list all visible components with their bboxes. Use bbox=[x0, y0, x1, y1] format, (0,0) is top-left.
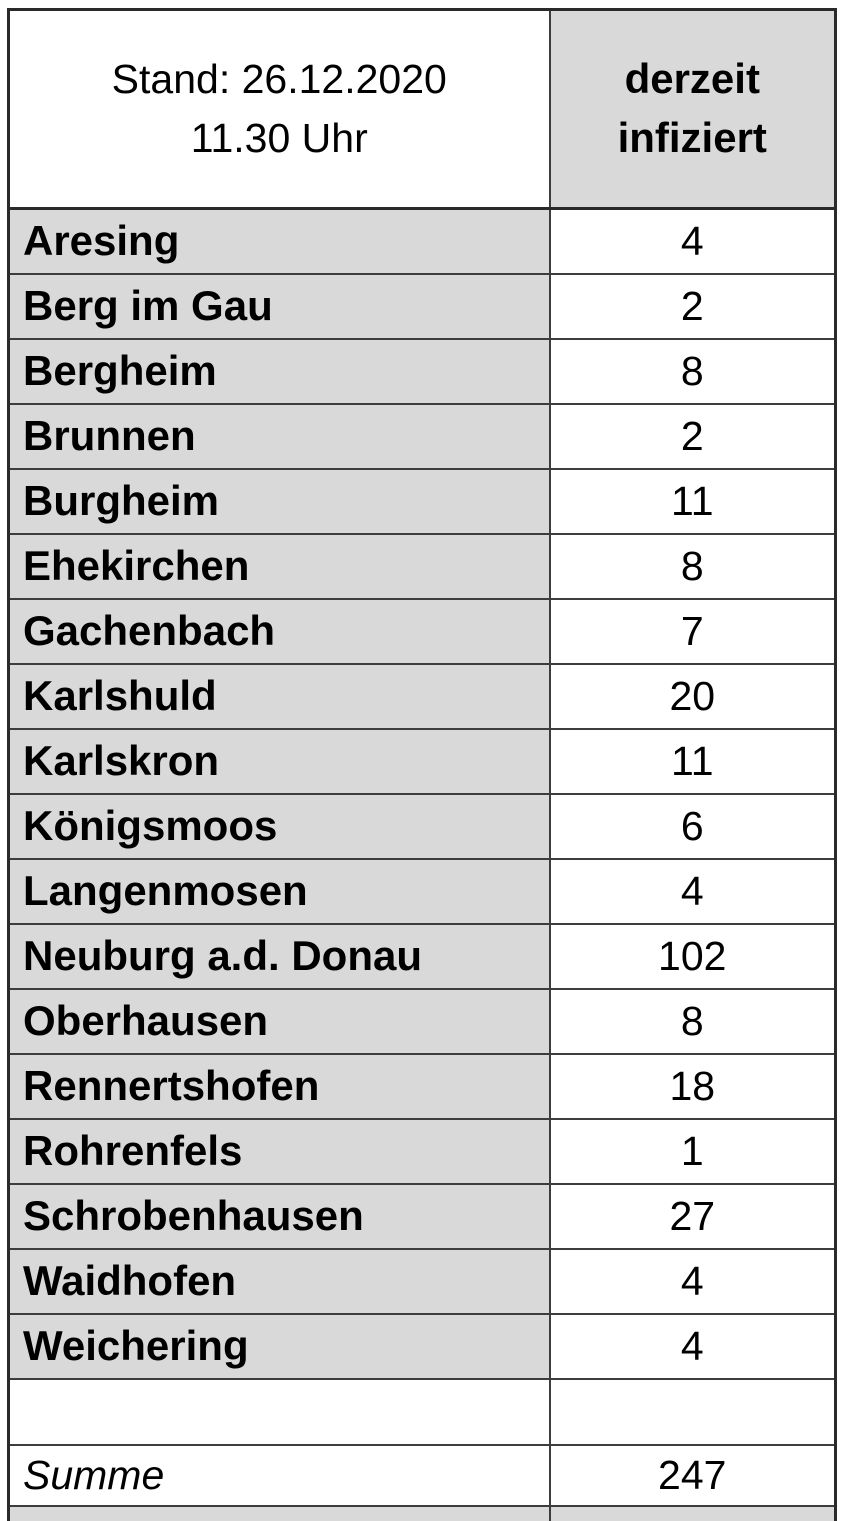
spacer-cell bbox=[548, 1377, 837, 1445]
municipality-cell: Aresing bbox=[7, 207, 551, 275]
table-row: Oberhausen 8 bbox=[7, 987, 837, 1055]
value-cell: 27 bbox=[548, 1182, 837, 1250]
table-row: Karlshuld 20 bbox=[7, 662, 837, 730]
municipality-cell: Königsmoos bbox=[7, 792, 551, 860]
table-row: Ehekirchen 8 bbox=[7, 532, 837, 600]
clipped-cell bbox=[7, 1504, 551, 1521]
status-time: 11.30 Uhr bbox=[190, 115, 368, 161]
municipality-cell: Oberhausen bbox=[7, 987, 551, 1055]
value-cell: 8 bbox=[548, 337, 837, 405]
clipped-bottom-row bbox=[7, 1504, 837, 1521]
summary-value: 247 bbox=[548, 1443, 837, 1507]
table-header-row: Stand: 26.12.2020 11.30 Uhr derzeit infi… bbox=[7, 8, 837, 210]
table-row: Langenmosen 4 bbox=[7, 857, 837, 925]
status-header-cell: Stand: 26.12.2020 11.30 Uhr bbox=[7, 8, 551, 210]
value-column-header-line1: derzeit bbox=[624, 55, 760, 103]
table-row: Karlskron 11 bbox=[7, 727, 837, 795]
municipality-cell: Rennertshofen bbox=[7, 1052, 551, 1120]
summary-row: Summe 247 bbox=[7, 1443, 837, 1507]
spacer-cell bbox=[7, 1377, 551, 1445]
municipality-cell: Langenmosen bbox=[7, 857, 551, 925]
value-cell: 2 bbox=[548, 272, 837, 340]
value-column-header-line2: infiziert bbox=[617, 114, 767, 161]
table-row: Gachenbach 7 bbox=[7, 597, 837, 665]
municipality-cell: Bergheim bbox=[7, 337, 551, 405]
municipality-cell: Gachenbach bbox=[7, 597, 551, 665]
municipality-cell: Weichering bbox=[7, 1312, 551, 1380]
value-cell: 11 bbox=[548, 467, 837, 535]
municipality-cell: Ehekirchen bbox=[7, 532, 551, 600]
clipped-cell bbox=[548, 1504, 837, 1521]
value-cell: 4 bbox=[548, 207, 837, 275]
value-cell: 11 bbox=[548, 727, 837, 795]
municipality-cell: Berg im Gau bbox=[7, 272, 551, 340]
value-cell: 8 bbox=[548, 987, 837, 1055]
municipality-cell: Karlshuld bbox=[7, 662, 551, 730]
value-cell: 2 bbox=[548, 402, 837, 470]
table-row: Schrobenhausen 27 bbox=[7, 1182, 837, 1250]
table-row: Weichering 4 bbox=[7, 1312, 837, 1380]
municipality-cell: Rohrenfels bbox=[7, 1117, 551, 1185]
table-row: Berg im Gau 2 bbox=[7, 272, 837, 340]
municipality-cell: Karlskron bbox=[7, 727, 551, 795]
summary-label: Summe bbox=[7, 1443, 551, 1507]
value-cell: 1 bbox=[548, 1117, 837, 1185]
value-cell: 6 bbox=[548, 792, 837, 860]
value-cell: 20 bbox=[548, 662, 837, 730]
status-date: Stand: 26.12.2020 bbox=[111, 55, 447, 102]
value-column-header-cell: derzeit infiziert bbox=[548, 8, 837, 210]
table-row: Bergheim 8 bbox=[7, 337, 837, 405]
municipality-cell: Schrobenhausen bbox=[7, 1182, 551, 1250]
infection-table: Stand: 26.12.2020 11.30 Uhr derzeit infi… bbox=[7, 8, 837, 1521]
value-cell: 4 bbox=[548, 1247, 837, 1315]
table-row: Königsmoos 6 bbox=[7, 792, 837, 860]
table-row: Neuburg a.d. Donau 102 bbox=[7, 922, 837, 990]
value-cell: 102 bbox=[548, 922, 837, 990]
municipality-cell: Burgheim bbox=[7, 467, 551, 535]
table-row: Brunnen 2 bbox=[7, 402, 837, 470]
value-cell: 7 bbox=[548, 597, 837, 665]
table-row: Aresing 4 bbox=[7, 207, 837, 275]
table-row: Rennertshofen 18 bbox=[7, 1052, 837, 1120]
value-cell: 4 bbox=[548, 1312, 837, 1380]
value-cell: 8 bbox=[548, 532, 837, 600]
municipality-cell: Waidhofen bbox=[7, 1247, 551, 1315]
table-row: Burgheim 11 bbox=[7, 467, 837, 535]
table-row: Rohrenfels 1 bbox=[7, 1117, 837, 1185]
value-cell: 18 bbox=[548, 1052, 837, 1120]
municipality-cell: Neuburg a.d. Donau bbox=[7, 922, 551, 990]
value-cell: 4 bbox=[548, 857, 837, 925]
spacer-row bbox=[7, 1377, 837, 1445]
table-row: Waidhofen 4 bbox=[7, 1247, 837, 1315]
municipality-cell: Brunnen bbox=[7, 402, 551, 470]
